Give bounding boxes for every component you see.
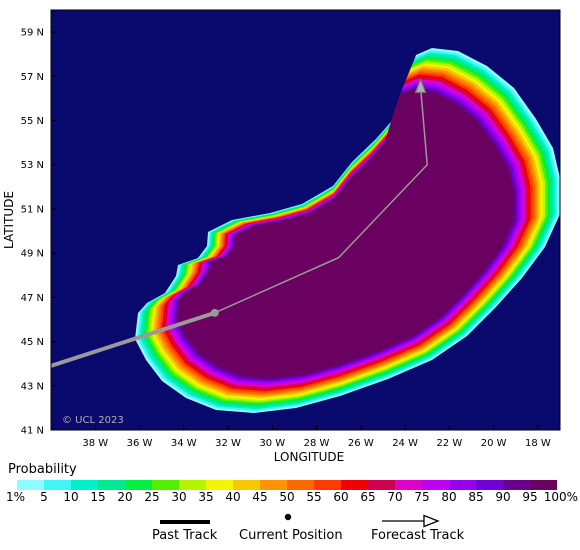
current-position-marker: [210, 308, 219, 317]
past-track-symbol: [160, 520, 210, 524]
lon-tick-label: 34 W: [171, 438, 197, 449]
legend-label: 90: [495, 490, 511, 504]
lon-tick-label: 30 W: [259, 438, 285, 449]
forecast-track-line: [214, 87, 428, 314]
lon-tick-label: 18 W: [525, 438, 551, 449]
lon-tick-label: 24 W: [392, 438, 418, 449]
lat-tick-label: 49 N: [21, 249, 44, 260]
legend-label: 20: [117, 490, 133, 504]
storm-tracks: [51, 77, 428, 368]
legend-label: 85: [468, 490, 484, 504]
legend-label: 25: [144, 490, 160, 504]
lon-tick-label: 38 W: [82, 438, 108, 449]
lon-tick-label: 26 W: [348, 438, 374, 449]
legend-swatch: [44, 480, 71, 490]
lon-tick-label: 28 W: [304, 438, 330, 449]
legend-label: 15: [90, 490, 106, 504]
legend-label: 65: [360, 490, 376, 504]
legend-label: 70: [387, 490, 403, 504]
forecast-arrowhead: [414, 77, 427, 93]
legend-swatch: [98, 480, 125, 490]
x-axis-label: LONGITUDE: [274, 450, 344, 464]
legend-swatch: [260, 480, 287, 490]
legend-swatch: [422, 480, 449, 490]
lat-tick-label: 55 N: [21, 116, 44, 127]
lat-tick-label: 45 N: [21, 337, 44, 348]
lon-tick-label: 32 W: [215, 438, 241, 449]
legend-swatch: [71, 480, 98, 490]
lat-tick-label: 51 N: [21, 204, 44, 215]
legend-swatch: [206, 480, 233, 490]
lat-tick-label: 53 N: [21, 160, 44, 171]
lon-tick-label: 36 W: [127, 438, 153, 449]
latitude-ticks: 59 N 57 N 55 N 53 N 51 N 49 N 47 N 45 N 43 N 41 N: [21, 28, 56, 437]
legend-label: 75: [414, 490, 430, 504]
legend-swatch: [125, 480, 152, 490]
legend-swatch: [287, 480, 314, 490]
legend-swatch: [368, 480, 395, 490]
legend-label: 95: [522, 490, 538, 504]
legend-label: 100%: [543, 490, 578, 504]
legend-label: 30: [171, 490, 187, 504]
legend-labels: 1% 5 10 15 20 25 30 35 40 45 50 55 60 65 70 75 80 85 90 95 1…: [0, 490, 580, 506]
lon-tick-label: 22 W: [436, 438, 462, 449]
legend-swatch: [152, 480, 179, 490]
past-track-line: [51, 310, 216, 368]
longitude-ticks: 38 W 36 W 34 W 32 W 30 W 28 W 26 W 24 W 22 W 20 W…: [82, 425, 551, 449]
lat-tick-label: 59 N: [21, 28, 44, 39]
legend-swatch: [17, 480, 44, 490]
legend-swatch: [476, 480, 503, 490]
legend-label: 40: [225, 490, 241, 504]
probability-swath: [135, 48, 560, 413]
legend-swatch: [233, 480, 260, 490]
legend-swatch: [503, 480, 530, 490]
legend-label: 10: [63, 490, 79, 504]
legend-colorbar: [17, 480, 557, 490]
legend-swatch: [341, 480, 368, 490]
legend-swatch: [449, 480, 476, 490]
legend-label: 50: [279, 490, 295, 504]
y-axis-label: LATITUDE: [2, 191, 16, 249]
forecast-track-label: Forecast Track: [371, 528, 465, 543]
past-track-label: Past Track: [152, 528, 218, 543]
legend-swatch: [530, 480, 557, 490]
watermark: © UCL 2023: [62, 415, 124, 426]
lon-tick-label: 20 W: [481, 438, 507, 449]
current-position-symbol: [284, 513, 292, 521]
legend-swatch: [314, 480, 341, 490]
legend-label: 45: [252, 490, 268, 504]
current-position-label: Current Position: [239, 528, 343, 543]
forecast-track-symbol: [382, 514, 440, 528]
legend-label: 80: [441, 490, 457, 504]
legend-label: 60: [333, 490, 349, 504]
lat-tick-label: 57 N: [21, 72, 44, 83]
lat-tick-label: 47 N: [21, 293, 44, 304]
legend-swatch: [179, 480, 206, 490]
plot-frame: [50, 9, 561, 431]
legend-swatch: [395, 480, 422, 490]
legend-label: 1%: [6, 490, 26, 504]
legend-label: 35: [198, 490, 214, 504]
legend-label: 55: [306, 490, 322, 504]
lat-tick-label: 43 N: [21, 381, 44, 392]
lat-tick-label: 41 N: [21, 426, 44, 437]
probability-contour: [177, 89, 514, 379]
track-key: Past Track Current Position Forecast Tra…: [0, 512, 580, 548]
legend-title: Probability: [8, 462, 77, 477]
legend-label: 5: [40, 490, 48, 504]
